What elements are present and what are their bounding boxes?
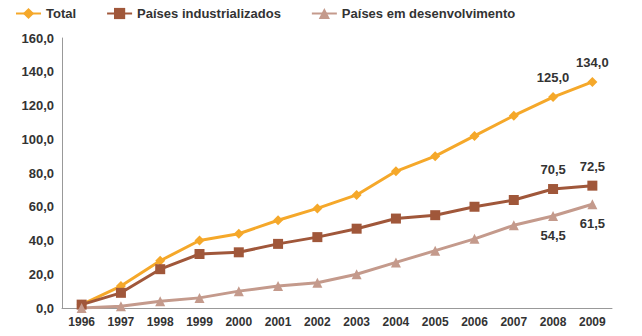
svg-text:2004: 2004 [383, 315, 410, 329]
svg-text:100,0: 100,0 [21, 132, 54, 147]
svg-text:2008: 2008 [540, 315, 567, 329]
svg-text:2000: 2000 [225, 315, 252, 329]
svg-text:1999: 1999 [186, 315, 213, 329]
svg-text:1997: 1997 [108, 315, 135, 329]
svg-text:1996: 1996 [68, 315, 95, 329]
svg-text:Países industrializados: Países industrializados [137, 6, 281, 21]
svg-text:2002: 2002 [304, 315, 331, 329]
svg-text:Total: Total [46, 6, 76, 21]
svg-text:2007: 2007 [500, 315, 527, 329]
svg-text:2009: 2009 [579, 315, 606, 329]
svg-text:70,5: 70,5 [540, 162, 565, 177]
svg-text:Países em desenvolvimento: Países em desenvolvimento [342, 6, 515, 21]
svg-text:140,0: 140,0 [21, 64, 54, 79]
svg-text:160,0: 160,0 [21, 31, 54, 46]
svg-text:134,0: 134,0 [576, 55, 609, 70]
svg-text:2003: 2003 [343, 315, 370, 329]
svg-text:60,0: 60,0 [29, 199, 54, 214]
svg-text:40,0: 40,0 [29, 233, 54, 248]
svg-text:2005: 2005 [422, 315, 449, 329]
svg-text:61,5: 61,5 [580, 216, 605, 231]
svg-text:125,0: 125,0 [537, 70, 570, 85]
svg-text:1998: 1998 [147, 315, 174, 329]
svg-text:72,5: 72,5 [580, 159, 605, 174]
svg-text:54,5: 54,5 [540, 228, 565, 243]
svg-text:2001: 2001 [265, 315, 292, 329]
svg-text:120,0: 120,0 [21, 98, 54, 113]
svg-text:20,0: 20,0 [29, 267, 54, 282]
svg-text:80,0: 80,0 [29, 166, 54, 181]
svg-text:2006: 2006 [461, 315, 488, 329]
svg-text:0,0: 0,0 [36, 301, 54, 316]
